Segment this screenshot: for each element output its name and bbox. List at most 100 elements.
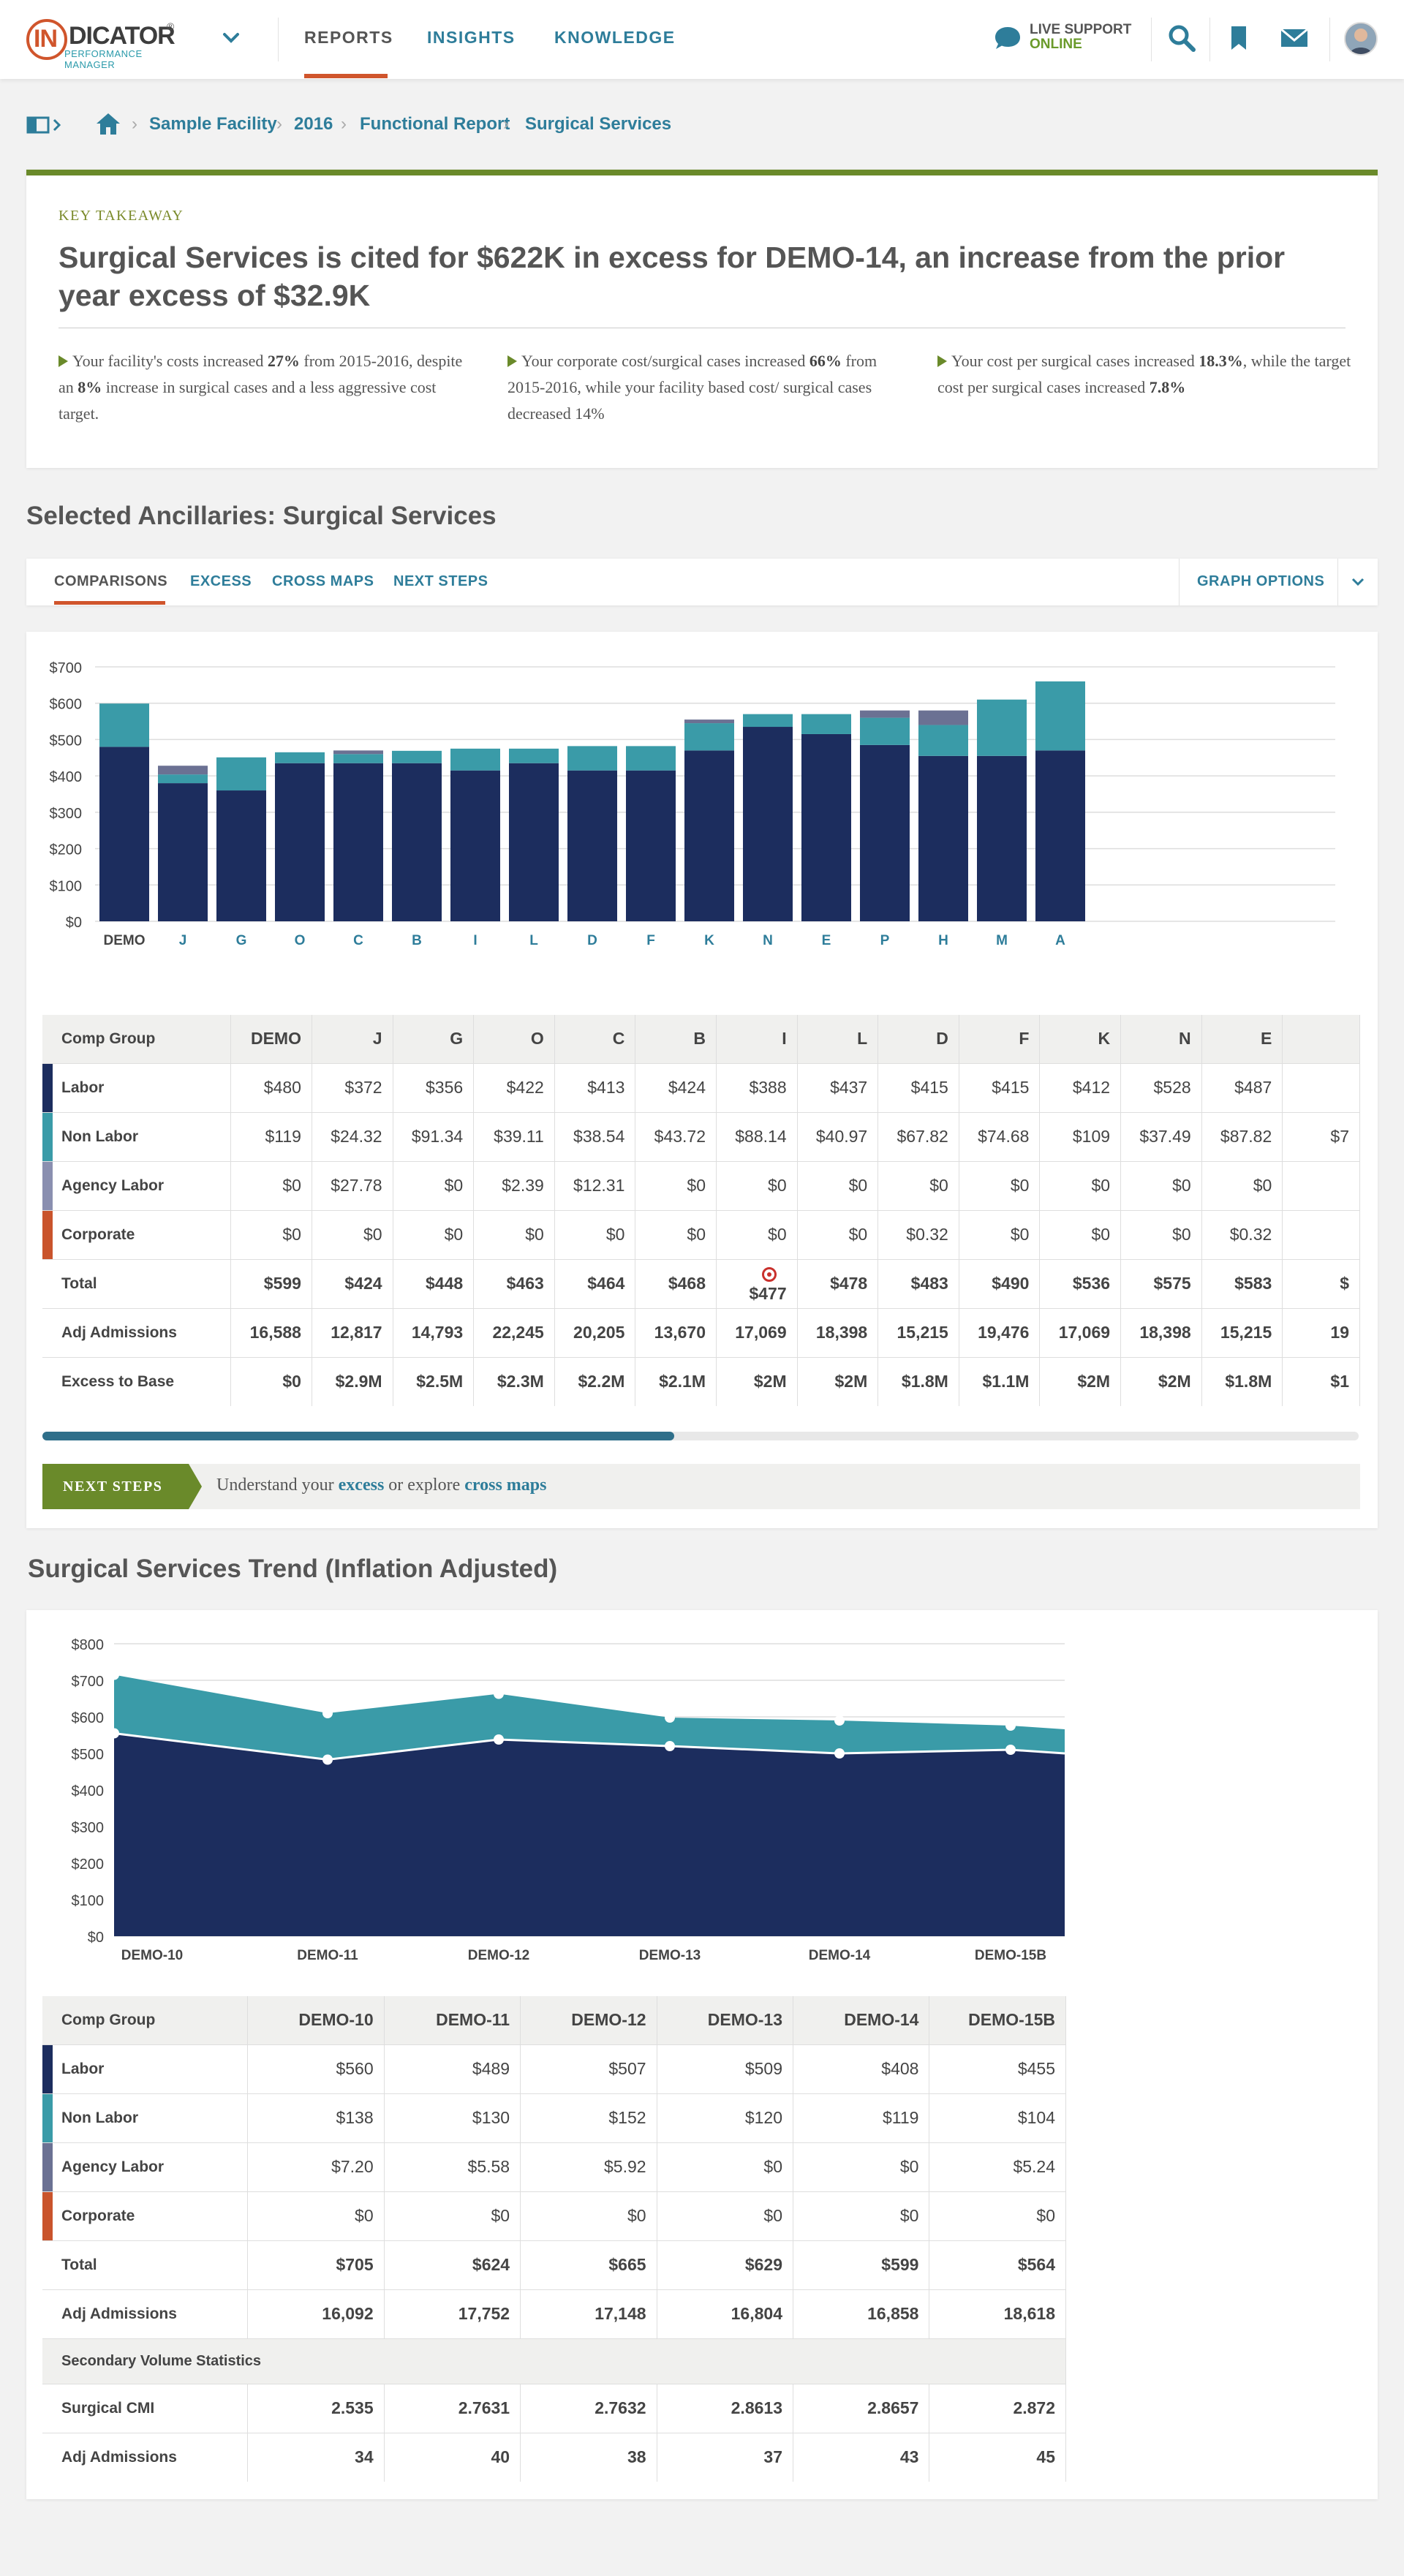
- total-point[interactable]: [834, 1715, 845, 1726]
- x-tick-label[interactable]: D: [587, 933, 597, 948]
- bar-segment-labor[interactable]: [333, 763, 383, 921]
- column-header[interactable]: DEMO-14: [793, 1996, 930, 2044]
- column-header[interactable]: DEMO-13: [657, 1996, 794, 2044]
- bar-segment-labor[interactable]: [1035, 750, 1085, 921]
- column-header[interactable]: L: [797, 1015, 879, 1063]
- total-point[interactable]: [322, 1708, 333, 1718]
- labor-point[interactable]: [834, 1748, 845, 1759]
- x-tick-label[interactable]: C: [353, 933, 363, 948]
- x-tick-label[interactable]: H: [938, 933, 948, 948]
- bar-segment-labor[interactable]: [801, 733, 851, 921]
- bar-segment-agency-labor[interactable]: [158, 766, 208, 775]
- bar-segment-agency-labor[interactable]: [684, 719, 734, 724]
- chevron-down-icon[interactable]: [1351, 575, 1365, 589]
- bar-segment-non-labor[interactable]: [333, 754, 383, 763]
- column-header[interactable]: K: [1039, 1015, 1122, 1063]
- bar-segment-agency-labor[interactable]: [918, 710, 968, 725]
- graph-options-button[interactable]: GRAPH OPTIONS: [1179, 559, 1378, 605]
- bar-segment-labor[interactable]: [509, 763, 559, 921]
- x-tick-label[interactable]: F: [646, 933, 655, 948]
- bar-segment-non-labor[interactable]: [158, 774, 208, 784]
- tab-next-steps[interactable]: NEXT STEPS: [393, 573, 488, 589]
- bar-segment-non-labor[interactable]: [275, 752, 325, 763]
- bar-segment-labor[interactable]: [392, 763, 442, 921]
- column-header[interactable]: G: [393, 1015, 475, 1063]
- x-tick-label[interactable]: A: [1055, 933, 1065, 948]
- column-header[interactable]: DEMO: [230, 1015, 312, 1063]
- user-avatar[interactable]: [1344, 22, 1378, 56]
- x-tick-label[interactable]: E: [822, 933, 831, 948]
- breadcrumb-year[interactable]: 2016: [294, 114, 333, 134]
- bar-segment-non-labor[interactable]: [1035, 681, 1085, 751]
- area-labor[interactable]: [114, 1733, 1065, 1937]
- column-header[interactable]: E: [1201, 1015, 1283, 1063]
- x-tick-label[interactable]: B: [412, 933, 422, 948]
- bar-segment-labor[interactable]: [158, 783, 208, 921]
- total-point[interactable]: [1005, 1721, 1016, 1731]
- bar-segment-non-labor[interactable]: [743, 714, 793, 728]
- labor-point[interactable]: [109, 1728, 119, 1739]
- x-tick-label[interactable]: L: [529, 933, 538, 948]
- labor-point[interactable]: [322, 1754, 333, 1765]
- target-marker-icon[interactable]: [761, 1266, 777, 1282]
- x-tick-label[interactable]: M: [996, 933, 1008, 948]
- bar-segment-labor[interactable]: [743, 727, 793, 921]
- breadcrumb-report[interactable]: Functional Report: [360, 114, 510, 134]
- column-header[interactable]: B: [635, 1015, 717, 1063]
- column-header[interactable]: N: [1120, 1015, 1202, 1063]
- bar-segment-labor[interactable]: [977, 755, 1027, 921]
- column-header[interactable]: [1282, 1015, 1360, 1063]
- bar-segment-non-labor[interactable]: [567, 746, 617, 771]
- column-header[interactable]: D: [878, 1015, 959, 1063]
- bar-segment-agency-labor[interactable]: [333, 750, 383, 755]
- bar-segment-labor[interactable]: [918, 755, 968, 921]
- breadcrumb-department[interactable]: Surgical Services: [525, 114, 672, 134]
- labor-point[interactable]: [665, 1741, 675, 1751]
- bar-segment-labor[interactable]: [450, 770, 500, 921]
- tab-comparisons[interactable]: COMPARISONS: [54, 573, 168, 589]
- column-header[interactable]: J: [312, 1015, 393, 1063]
- total-point[interactable]: [494, 1688, 504, 1699]
- bar-segment-non-labor[interactable]: [450, 748, 500, 771]
- tab-excess[interactable]: EXCESS: [190, 573, 252, 589]
- bar-segment-non-labor[interactable]: [392, 750, 442, 763]
- tab-cross-maps[interactable]: CROSS MAPS: [272, 573, 374, 589]
- column-header[interactable]: F: [959, 1015, 1041, 1063]
- bookmark-icon[interactable]: [1223, 22, 1255, 54]
- bar-segment-non-labor[interactable]: [99, 703, 149, 747]
- column-header[interactable]: O: [473, 1015, 555, 1063]
- x-tick-label[interactable]: J: [179, 933, 187, 948]
- bar-segment-non-labor[interactable]: [918, 725, 968, 756]
- column-header[interactable]: I: [716, 1015, 798, 1063]
- nav-knowledge[interactable]: KNOWLEDGE: [554, 28, 676, 47]
- sidebar-toggle-icon[interactable]: [26, 116, 64, 135]
- search-icon[interactable]: [1166, 22, 1198, 54]
- bar-segment-labor[interactable]: [860, 744, 910, 921]
- bar-segment-labor[interactable]: [567, 770, 617, 921]
- live-support[interactable]: LIVE SUPPORT ONLINE: [993, 22, 1139, 56]
- scrollbar-thumb[interactable]: [42, 1432, 674, 1440]
- excess-link[interactable]: excess: [338, 1476, 385, 1495]
- column-header[interactable]: DEMO-12: [520, 1996, 657, 2044]
- bar-segment-non-labor[interactable]: [626, 746, 676, 771]
- bar-segment-non-labor[interactable]: [860, 717, 910, 745]
- x-tick-label[interactable]: N: [763, 933, 773, 948]
- labor-point[interactable]: [494, 1734, 504, 1745]
- bar-segment-labor[interactable]: [216, 790, 266, 921]
- bar-segment-non-labor[interactable]: [801, 714, 851, 734]
- x-tick-label[interactable]: P: [880, 933, 890, 948]
- horizontal-scrollbar[interactable]: [42, 1432, 1359, 1440]
- column-header[interactable]: DEMO-11: [384, 1996, 521, 2044]
- home-icon[interactable]: [95, 111, 121, 136]
- x-tick-label[interactable]: I: [473, 933, 477, 948]
- column-header[interactable]: C: [554, 1015, 636, 1063]
- bar-segment-non-labor[interactable]: [684, 723, 734, 751]
- bar-segment-labor[interactable]: [684, 750, 734, 921]
- bar-segment-labor[interactable]: [275, 763, 325, 921]
- x-tick-label[interactable]: O: [295, 933, 306, 948]
- mail-icon[interactable]: [1278, 22, 1310, 54]
- bar-segment-non-labor[interactable]: [509, 748, 559, 763]
- x-tick-label[interactable]: K: [704, 933, 714, 948]
- x-tick-label[interactable]: G: [236, 933, 247, 948]
- bar-segment-non-labor[interactable]: [977, 699, 1027, 756]
